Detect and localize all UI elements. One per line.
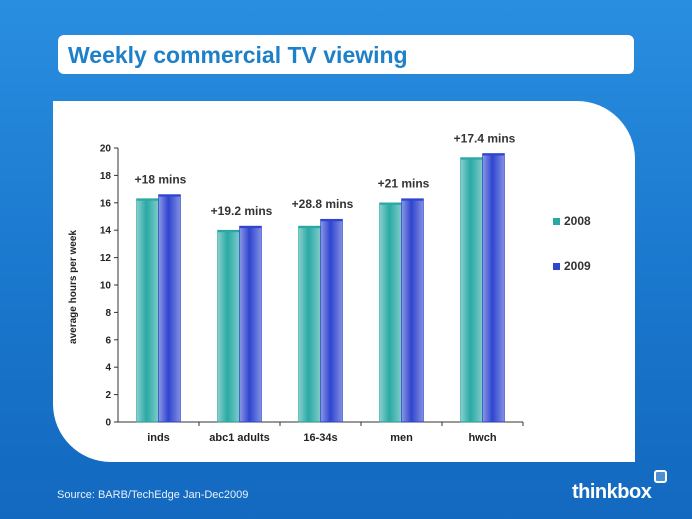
bar-top-2009 bbox=[158, 194, 181, 197]
bar-2008-16-34s bbox=[298, 225, 321, 423]
y-tick-label: 2 bbox=[105, 390, 111, 401]
source-note: Source: BARB/TechEdge Jan-Dec2009 bbox=[57, 489, 249, 501]
y-tick-label: 14 bbox=[100, 226, 112, 237]
data-annotation: +18 mins bbox=[135, 173, 187, 187]
title-box: Weekly commercial TV viewing bbox=[58, 35, 634, 74]
x-tick-label: men bbox=[390, 432, 413, 444]
page-title: Weekly commercial TV viewing bbox=[68, 42, 408, 68]
y-tick-label: 16 bbox=[100, 198, 112, 209]
legend-label: 2008 bbox=[564, 214, 591, 228]
bar-2008-hwch bbox=[460, 157, 483, 423]
bar-top-2008 bbox=[460, 157, 483, 160]
x-tick-label: inds bbox=[147, 432, 170, 444]
bar-2009-men bbox=[401, 198, 424, 423]
bar-top-2009 bbox=[239, 226, 262, 229]
bar-top-2008 bbox=[379, 202, 402, 205]
legend-swatch-2008 bbox=[553, 218, 560, 225]
bar-top-2009 bbox=[320, 219, 343, 222]
bar-top-2008 bbox=[136, 198, 159, 201]
y-tick-label: 12 bbox=[100, 253, 112, 264]
data-annotation: +19.2 mins bbox=[211, 204, 273, 218]
bar-2009-hwch bbox=[482, 153, 505, 423]
y-tick-label: 18 bbox=[100, 171, 112, 182]
y-tick-label: 6 bbox=[105, 335, 111, 346]
bar-2008-men bbox=[379, 202, 402, 423]
bar-2009-abc1-adults bbox=[239, 225, 262, 423]
x-tick-label: hwch bbox=[468, 432, 496, 444]
data-annotation: +28.8 mins bbox=[292, 197, 354, 211]
y-tick-label: 8 bbox=[105, 308, 111, 319]
thinkbox-logo: thinkbox bbox=[572, 481, 652, 503]
bar-2009-inds bbox=[158, 194, 181, 423]
bar-2008-abc1-adults bbox=[217, 229, 240, 423]
logo-square-icon bbox=[654, 470, 667, 483]
y-tick-label: 10 bbox=[100, 281, 112, 292]
bar-2008-inds bbox=[136, 198, 159, 423]
legend-swatch-2009 bbox=[553, 263, 560, 270]
bar-top-2009 bbox=[401, 198, 424, 201]
y-axis-label: average hours per week bbox=[68, 230, 79, 344]
bar-2009-16-34s bbox=[320, 218, 343, 423]
x-tick-label: 16-34s bbox=[303, 432, 337, 444]
x-tick-label: abc1 adults bbox=[209, 432, 270, 444]
data-annotation: +17.4 mins bbox=[454, 131, 516, 145]
bar-top-2008 bbox=[217, 230, 240, 233]
legend-label: 2009 bbox=[564, 259, 591, 273]
bar-top-2009 bbox=[482, 153, 505, 156]
y-tick-label: 0 bbox=[105, 418, 111, 429]
y-tick-label: 20 bbox=[100, 144, 112, 155]
bar-top-2008 bbox=[298, 226, 321, 229]
y-tick-label: 4 bbox=[105, 363, 111, 374]
data-annotation: +21 mins bbox=[378, 177, 430, 191]
